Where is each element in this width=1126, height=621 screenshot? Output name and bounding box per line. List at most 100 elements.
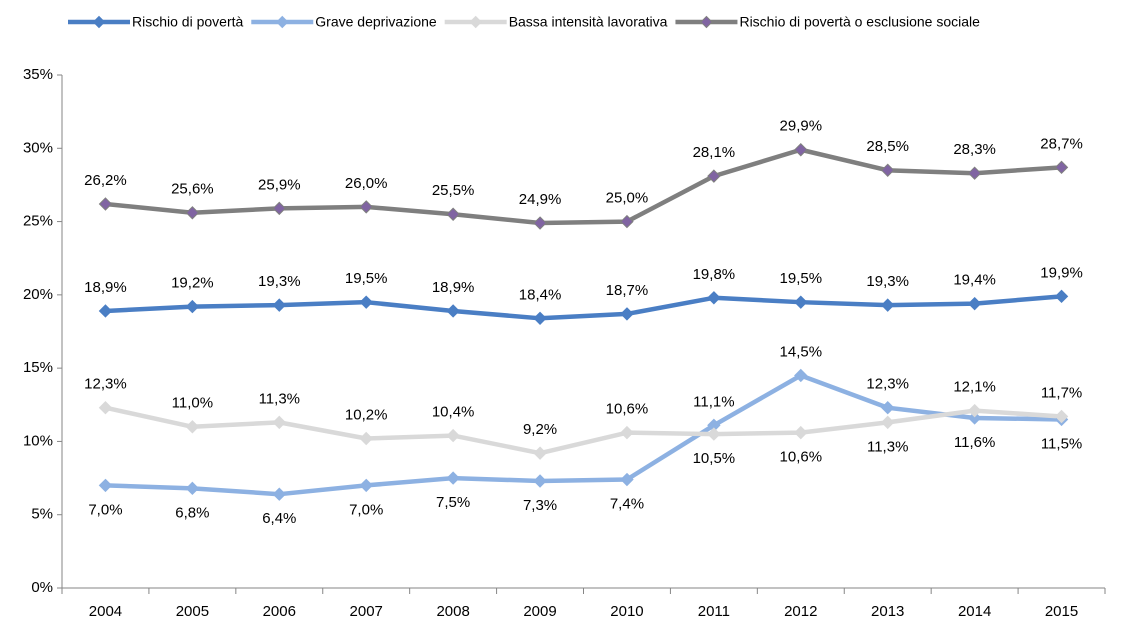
data-label: 18,9% <box>432 279 475 296</box>
marker <box>1054 409 1069 424</box>
data-label: 11,7% <box>1041 384 1082 401</box>
data-label: 10,2% <box>345 406 388 423</box>
data-label: 19,9% <box>1040 264 1083 281</box>
data-label: 28,1% <box>693 144 736 161</box>
marker <box>359 478 373 493</box>
data-label: 25,6% <box>171 181 214 198</box>
data-label: 28,5% <box>866 138 909 155</box>
marker <box>446 207 460 221</box>
marker <box>1054 289 1069 304</box>
data-label: 19,4% <box>953 272 996 289</box>
data-label: 11,6% <box>954 434 995 451</box>
legend-marker <box>92 15 106 29</box>
data-label: 11,0% <box>172 395 213 412</box>
marker <box>620 307 634 321</box>
data-label: 10,6% <box>606 401 649 418</box>
y-tick-label: 35% <box>23 66 53 83</box>
data-label: 26,2% <box>84 172 127 189</box>
marker <box>881 401 895 415</box>
x-tick-label: 2008 <box>436 603 469 620</box>
marker <box>967 166 982 180</box>
marker <box>707 169 721 183</box>
marker <box>359 295 373 309</box>
marker <box>185 299 200 314</box>
legend-label: Grave deprivazione <box>315 14 437 30</box>
data-label: 18,4% <box>519 286 562 303</box>
data-label: 11,3% <box>867 438 908 455</box>
marker <box>533 311 547 326</box>
data-label: 12,3% <box>84 376 127 393</box>
x-tick-label: 2005 <box>176 603 209 620</box>
legend-label: Rischio di povertà o esclusione sociale <box>739 14 980 30</box>
marker <box>967 411 982 425</box>
x-tick-label: 2011 <box>698 603 730 620</box>
legend-label: Bassa intensità lavorativa <box>509 14 668 30</box>
x-tick-label: 2012 <box>784 603 817 620</box>
data-label: 10,4% <box>432 404 475 421</box>
marker <box>185 206 200 220</box>
y-tick-label: 20% <box>23 286 53 303</box>
legend-marker <box>276 15 289 29</box>
data-label: 19,3% <box>258 273 301 290</box>
data-label: 7,0% <box>349 501 383 518</box>
data-label: 18,7% <box>606 282 649 299</box>
marker <box>881 415 895 430</box>
marker <box>98 478 113 493</box>
data-label: 24,9% <box>519 191 562 208</box>
marker <box>446 428 460 443</box>
x-tick-label: 2010 <box>610 603 643 620</box>
data-label: 26,0% <box>345 175 388 192</box>
data-label: 18,9% <box>84 279 127 296</box>
data-label: 25,0% <box>606 190 649 207</box>
legend-marker <box>469 15 482 29</box>
data-label: 12,1% <box>953 379 996 396</box>
data-label: 19,8% <box>693 266 736 283</box>
series-line <box>105 294 1062 321</box>
y-tick-label: 5% <box>31 506 53 523</box>
data-label: 9,2% <box>523 421 557 438</box>
data-label: 11,1% <box>693 393 734 410</box>
marker <box>272 201 286 216</box>
x-tick-label: 2007 <box>350 603 383 620</box>
x-tick-label: 2006 <box>263 603 296 620</box>
marker <box>967 296 982 311</box>
marker <box>533 446 547 460</box>
data-label: 19,3% <box>866 273 909 290</box>
data-label: 19,5% <box>345 270 388 287</box>
marker <box>794 143 808 157</box>
data-label: 7,4% <box>610 496 644 513</box>
data-label: 6,8% <box>175 504 209 521</box>
marker <box>794 425 808 440</box>
marker <box>272 487 286 501</box>
marker <box>359 200 373 214</box>
data-label: 28,7% <box>1040 135 1083 152</box>
data-label: 19,5% <box>780 270 823 287</box>
data-label: 29,9% <box>780 118 823 135</box>
marker <box>881 163 895 177</box>
data-label: 7,3% <box>523 497 557 514</box>
marker <box>620 472 634 487</box>
marker <box>620 214 634 229</box>
x-tick-label: 2013 <box>871 603 904 620</box>
x-tick-label: 2004 <box>89 603 122 620</box>
marker <box>272 415 286 430</box>
marker <box>185 420 200 434</box>
data-label: 25,9% <box>258 176 301 193</box>
data-label: 7,5% <box>436 494 470 511</box>
marker <box>967 403 982 418</box>
marker <box>185 481 200 496</box>
data-label: 19,2% <box>171 275 214 292</box>
marker <box>98 401 113 415</box>
marker <box>359 431 373 446</box>
marker <box>707 427 721 441</box>
y-tick-label: 15% <box>23 359 53 376</box>
marker <box>98 304 113 318</box>
data-label: 25,5% <box>432 182 475 199</box>
marker <box>272 298 286 312</box>
y-tick-label: 25% <box>23 213 53 230</box>
marker <box>794 368 808 383</box>
marker <box>446 471 460 485</box>
marker <box>794 295 808 309</box>
marker <box>446 304 460 318</box>
data-label: 12,3% <box>866 376 909 393</box>
